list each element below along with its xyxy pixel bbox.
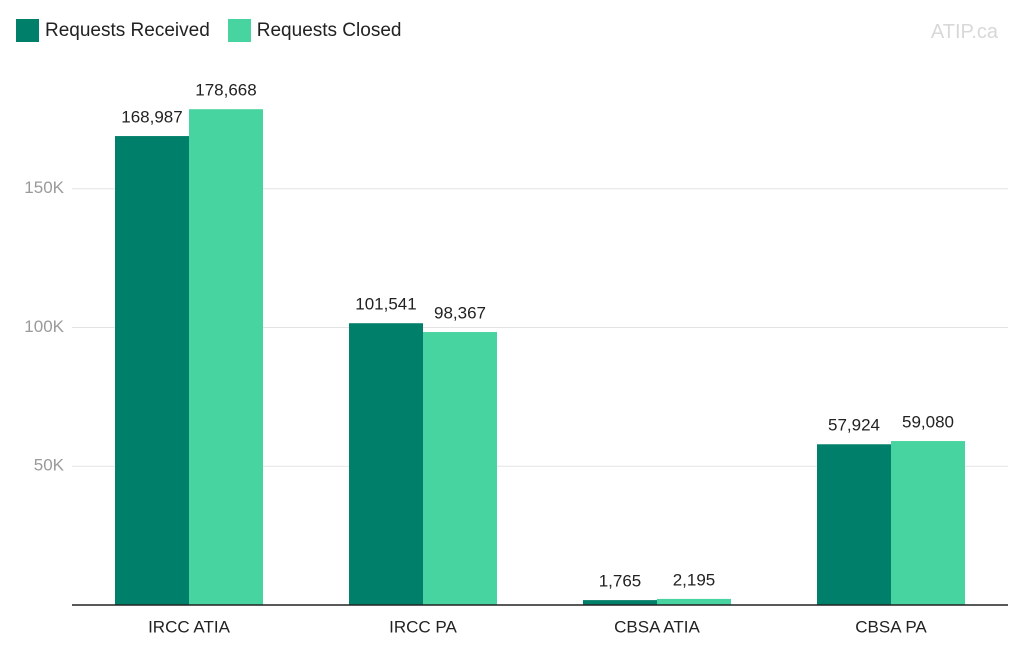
legend-swatch	[16, 19, 39, 42]
legend-item: Requests Received	[16, 19, 210, 42]
legend-swatch	[227, 19, 251, 42]
legend: Requests Received Requests Closed	[16, 19, 401, 42]
y-tick-label: 150K	[24, 178, 64, 197]
legend-label: Requests Received	[45, 19, 210, 41]
value-label: 2,195	[673, 570, 716, 589]
bar	[423, 332, 497, 605]
y-tick-label: 50K	[34, 456, 65, 475]
value-label: 1,765	[599, 572, 642, 591]
value-label: 101,541	[355, 295, 416, 314]
watermark: ATIP.ca	[930, 21, 998, 43]
bar	[349, 323, 423, 605]
bar	[583, 600, 657, 605]
bar	[115, 136, 189, 605]
bar	[189, 109, 263, 606]
bar	[891, 441, 965, 605]
legend-label: Requests Closed	[256, 19, 402, 41]
y-tick-label: 100K	[24, 317, 64, 336]
value-label: 168,987	[121, 108, 182, 127]
value-label: 59,080	[902, 413, 954, 432]
x-tick-label: IRCC ATIA	[148, 617, 231, 636]
bar	[817, 444, 891, 605]
legend-item: Requests Closed	[227, 19, 402, 42]
bar	[657, 598, 731, 605]
value-label: 57,924	[828, 416, 880, 435]
x-tick-label: IRCC PA	[389, 617, 457, 636]
value-label: 178,668	[195, 81, 256, 100]
x-tick-label: CBSA ATIA	[614, 617, 700, 636]
value-label: 98,367	[434, 304, 486, 323]
x-tick-label: CBSA PA	[855, 617, 927, 636]
